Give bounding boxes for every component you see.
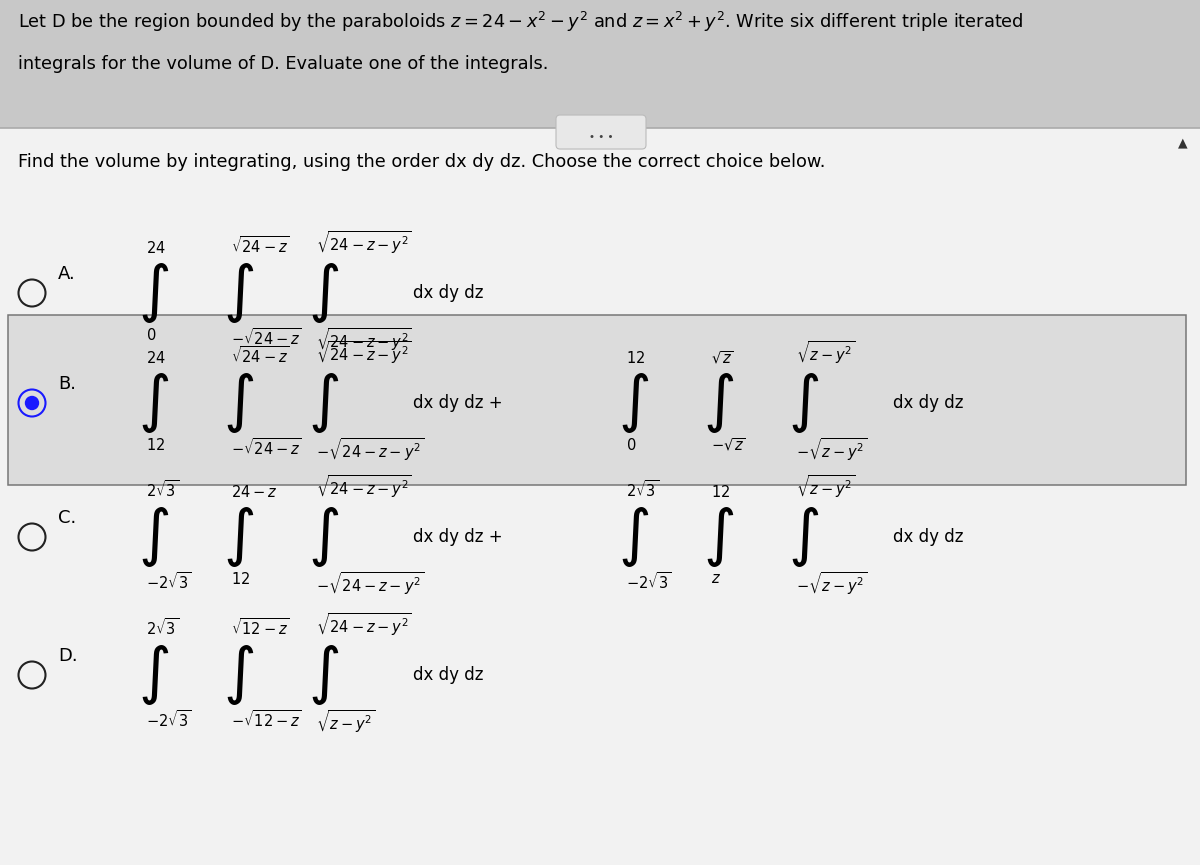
Text: $\int$: $\int$ bbox=[223, 643, 254, 707]
Text: Let D be the region bounded by the paraboloids $z = 24 - x^2 - y^2$ and $z = x^2: Let D be the region bounded by the parab… bbox=[18, 10, 1024, 34]
Text: $\int$: $\int$ bbox=[138, 261, 169, 325]
Text: $-\sqrt{24-z-y^2}$: $-\sqrt{24-z-y^2}$ bbox=[316, 437, 425, 464]
Text: dx dy dz +: dx dy dz + bbox=[413, 394, 503, 412]
Text: $-\sqrt{24-z}$: $-\sqrt{24-z}$ bbox=[230, 437, 302, 458]
Text: $-2\sqrt{3}$: $-2\sqrt{3}$ bbox=[146, 571, 191, 592]
Text: $12$: $12$ bbox=[626, 350, 646, 366]
Bar bbox=[8, 315, 1186, 485]
Text: $\int$: $\int$ bbox=[223, 261, 254, 325]
Text: dx dy dz +: dx dy dz + bbox=[413, 528, 503, 546]
Text: $12$: $12$ bbox=[710, 484, 730, 500]
Text: $12$: $12$ bbox=[230, 571, 250, 587]
Text: $\sqrt{24-z-y^2}$: $\sqrt{24-z-y^2}$ bbox=[316, 612, 412, 638]
Text: $-\sqrt{12-z}$: $-\sqrt{12-z}$ bbox=[230, 709, 302, 730]
Text: $\sqrt{z-y^2}$: $\sqrt{z-y^2}$ bbox=[796, 474, 856, 500]
Text: $-2\sqrt{3}$: $-2\sqrt{3}$ bbox=[626, 571, 671, 592]
Text: D.: D. bbox=[58, 647, 78, 665]
Text: $-\sqrt{24-z-y^2}$: $-\sqrt{24-z-y^2}$ bbox=[316, 571, 425, 598]
Text: $-\sqrt{24-z}$: $-\sqrt{24-z}$ bbox=[230, 327, 302, 348]
Text: $\sqrt{24-z}$: $\sqrt{24-z}$ bbox=[230, 235, 289, 256]
Text: $\sqrt{z-y^2}$: $\sqrt{z-y^2}$ bbox=[316, 709, 376, 735]
Text: $-\sqrt{z}$: $-\sqrt{z}$ bbox=[710, 437, 746, 454]
Text: $\int$: $\int$ bbox=[788, 371, 820, 435]
Text: $\int$: $\int$ bbox=[308, 371, 340, 435]
Text: $-\sqrt{z-y^2}$: $-\sqrt{z-y^2}$ bbox=[796, 437, 868, 464]
Text: $\int$: $\int$ bbox=[223, 505, 254, 569]
Text: $24$: $24$ bbox=[146, 240, 166, 256]
Text: $12$: $12$ bbox=[146, 437, 166, 453]
Text: $24-z$: $24-z$ bbox=[230, 484, 277, 500]
Text: $\sqrt{z-y^2}$: $\sqrt{z-y^2}$ bbox=[796, 340, 856, 366]
Text: $\int$: $\int$ bbox=[788, 505, 820, 569]
Text: B.: B. bbox=[58, 375, 76, 393]
Text: ▲: ▲ bbox=[1178, 136, 1188, 149]
Text: • • •: • • • bbox=[589, 132, 613, 142]
Circle shape bbox=[25, 396, 40, 410]
Text: dx dy dz: dx dy dz bbox=[893, 394, 964, 412]
Text: $\int$: $\int$ bbox=[618, 505, 649, 569]
Text: $0$: $0$ bbox=[146, 327, 156, 343]
Text: $\int$: $\int$ bbox=[618, 371, 649, 435]
Text: dx dy dz: dx dy dz bbox=[413, 284, 484, 302]
FancyBboxPatch shape bbox=[556, 115, 646, 149]
Text: $0$: $0$ bbox=[626, 437, 636, 453]
Text: $\sqrt{24-z-y^2}$: $\sqrt{24-z-y^2}$ bbox=[316, 340, 412, 366]
Bar bbox=[0, 0, 1200, 128]
Text: $\int$: $\int$ bbox=[703, 505, 734, 569]
Text: $\int$: $\int$ bbox=[138, 505, 169, 569]
Text: $24$: $24$ bbox=[146, 350, 166, 366]
Text: $\sqrt{24-z-y^2}$: $\sqrt{24-z-y^2}$ bbox=[316, 327, 412, 353]
Text: $2\sqrt{3}$: $2\sqrt{3}$ bbox=[146, 617, 179, 638]
Text: integrals for the volume of D. Evaluate one of the integrals.: integrals for the volume of D. Evaluate … bbox=[18, 55, 548, 73]
Text: dx dy dz: dx dy dz bbox=[413, 666, 484, 684]
Text: $2\sqrt{3}$: $2\sqrt{3}$ bbox=[626, 479, 659, 500]
Text: $\sqrt{12-z}$: $\sqrt{12-z}$ bbox=[230, 617, 289, 638]
Text: $z$: $z$ bbox=[710, 571, 721, 586]
Text: $\int$: $\int$ bbox=[308, 643, 340, 707]
Text: $\int$: $\int$ bbox=[138, 371, 169, 435]
Text: $\int$: $\int$ bbox=[138, 643, 169, 707]
Text: $\sqrt{24-z}$: $\sqrt{24-z}$ bbox=[230, 345, 289, 366]
Text: dx dy dz: dx dy dz bbox=[893, 528, 964, 546]
Text: $\sqrt{24-z-y^2}$: $\sqrt{24-z-y^2}$ bbox=[316, 474, 412, 500]
Text: $\sqrt{z}$: $\sqrt{z}$ bbox=[710, 349, 733, 366]
Text: $-\sqrt{z-y^2}$: $-\sqrt{z-y^2}$ bbox=[796, 571, 868, 598]
Text: $\int$: $\int$ bbox=[308, 505, 340, 569]
Text: $-2\sqrt{3}$: $-2\sqrt{3}$ bbox=[146, 709, 191, 730]
Text: $2\sqrt{3}$: $2\sqrt{3}$ bbox=[146, 479, 179, 500]
Text: $\sqrt{24-z-y^2}$: $\sqrt{24-z-y^2}$ bbox=[316, 229, 412, 256]
Text: C.: C. bbox=[58, 509, 77, 527]
Text: $\int$: $\int$ bbox=[703, 371, 734, 435]
Text: A.: A. bbox=[58, 265, 76, 283]
Text: $\int$: $\int$ bbox=[308, 261, 340, 325]
Text: Find the volume by integrating, using the order dx dy dz. Choose the correct cho: Find the volume by integrating, using th… bbox=[18, 153, 826, 171]
Text: $\int$: $\int$ bbox=[223, 371, 254, 435]
